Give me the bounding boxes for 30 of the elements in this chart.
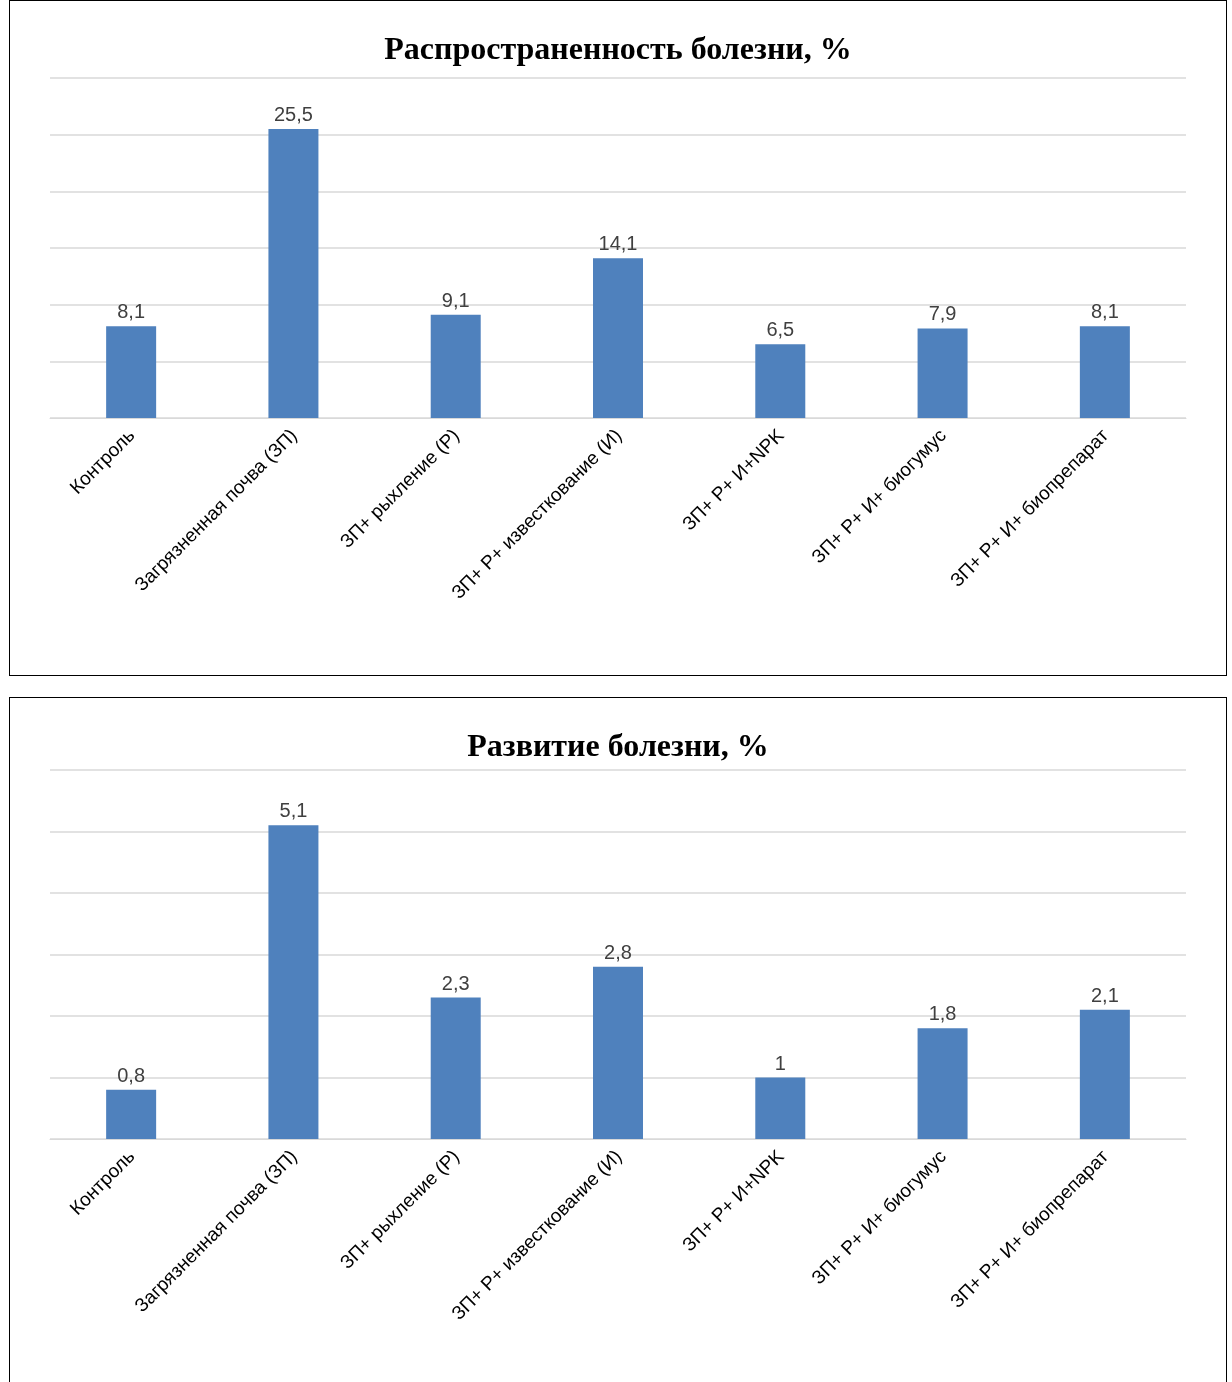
data-label: 9,1 <box>441 288 470 311</box>
data-label: 5,1 <box>279 799 308 822</box>
data-label: 8,1 <box>117 300 146 323</box>
data-label: 2,3 <box>441 971 470 994</box>
data-label: 2,8 <box>604 940 632 963</box>
bar <box>755 1077 806 1139</box>
bar <box>268 129 319 418</box>
data-label: 1 <box>774 1051 786 1074</box>
chart-title: Развитие болезни, % <box>467 727 769 763</box>
bar <box>1079 1009 1130 1139</box>
data-label: 0,8 <box>117 1063 146 1086</box>
chart-title: Распространенность болезни, % <box>384 30 852 66</box>
bar <box>917 328 968 418</box>
data-label: 14,1 <box>598 232 638 255</box>
data-label: 25,5 <box>273 103 313 125</box>
bar <box>268 825 319 1139</box>
bar <box>106 1089 157 1139</box>
bar <box>430 997 481 1139</box>
bar <box>593 258 643 418</box>
bar <box>755 344 806 418</box>
data-label: 2,1 <box>1090 983 1119 1006</box>
bar <box>106 326 157 418</box>
bar <box>593 966 643 1139</box>
bar <box>1079 326 1130 418</box>
data-label: 1,8 <box>928 1002 957 1025</box>
data-label: 7,9 <box>928 302 957 325</box>
data-label: 8,1 <box>1090 300 1119 323</box>
data-label: 6,5 <box>766 318 795 341</box>
bar <box>430 314 481 418</box>
bar <box>917 1028 968 1139</box>
